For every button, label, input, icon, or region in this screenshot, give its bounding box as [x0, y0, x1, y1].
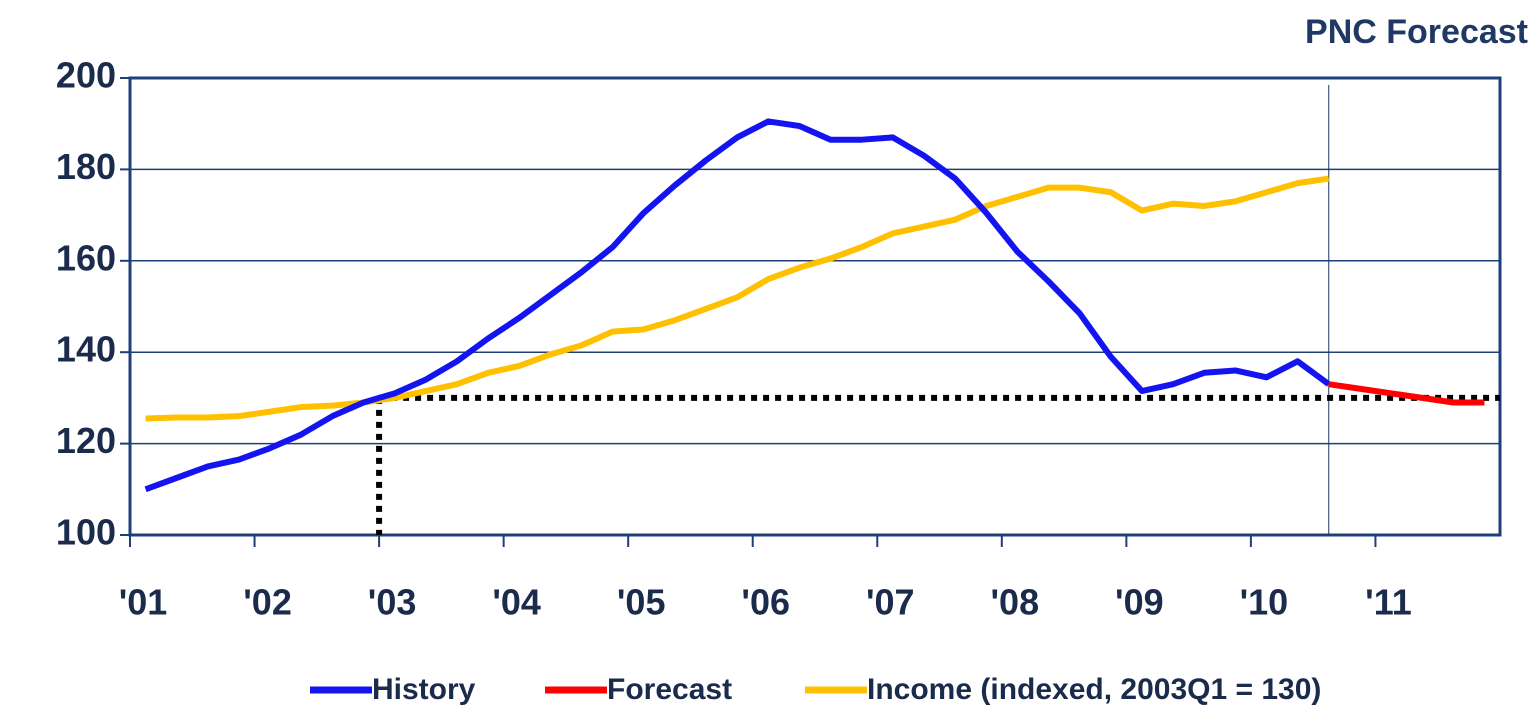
plot-border [128, 76, 1502, 537]
x-tick-label: '08 [991, 582, 1040, 623]
series-line [1328, 381, 1485, 406]
y-tick-label: 120 [56, 420, 116, 461]
y-tick-label: 140 [56, 329, 116, 370]
x-tick-label: '02 [243, 582, 292, 623]
legend-label: Forecast [607, 673, 732, 706]
y-tick-label: 180 [56, 146, 116, 187]
legend-label: Income (indexed, 2003Q1 = 130) [867, 673, 1321, 706]
x-tick-label: '05 [617, 582, 666, 623]
x-tick-label: '01 [119, 582, 168, 623]
x-tick-label: '04 [492, 582, 541, 623]
series-line [145, 175, 1330, 422]
x-tick-label: '11 [1365, 582, 1412, 623]
x-tick-label: '10 [1240, 582, 1289, 623]
y-tick-label: 200 [56, 55, 116, 96]
legend-label: History [372, 673, 476, 706]
y-tick-label: 100 [56, 512, 116, 553]
x-tick-label: '07 [866, 582, 915, 623]
y-tick-label: 160 [56, 237, 116, 278]
x-tick-label: '03 [368, 582, 417, 623]
x-tick-label: '09 [1115, 582, 1164, 623]
chart-title: PNC Forecast [1305, 13, 1528, 51]
series-line [144, 118, 1331, 493]
x-tick-label: '06 [741, 582, 790, 623]
